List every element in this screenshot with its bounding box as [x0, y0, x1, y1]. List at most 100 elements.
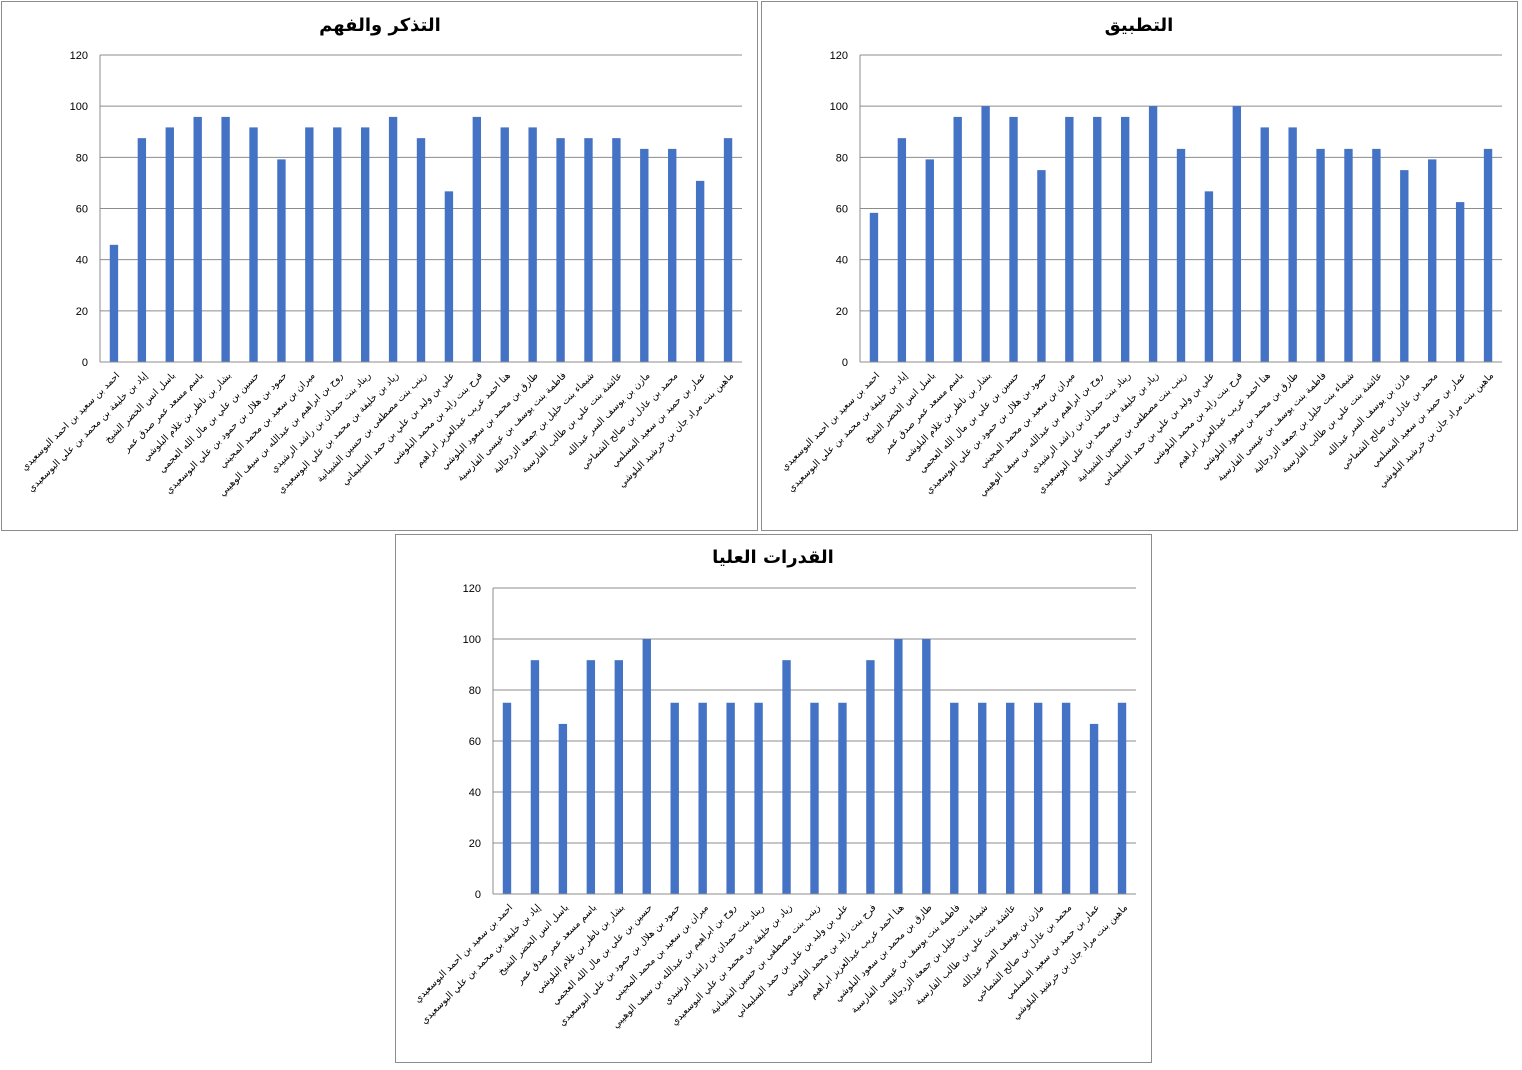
bar [642, 639, 651, 894]
bar [640, 148, 649, 362]
bar [416, 138, 426, 362]
chart-frame-remember-understand [1, 1, 758, 531]
bar [1009, 116, 1018, 362]
bar [869, 212, 879, 362]
bar [981, 106, 990, 363]
bar [1428, 159, 1437, 362]
x-tick-label: احمد بن سعيد بن احمد البوسعيدي [19, 370, 122, 473]
bar [109, 244, 119, 362]
bar [1006, 702, 1015, 894]
y-tick-label: 60 [76, 204, 88, 216]
bar [586, 660, 596, 894]
bar [1316, 148, 1325, 362]
bar [277, 159, 286, 362]
bar [584, 138, 593, 362]
bar [1093, 116, 1102, 362]
bar [444, 191, 454, 362]
bar-chart-1: التطبيق 0 20 40 60 80 100 120 احمد بن سعيد بن اح… [779, 15, 1502, 499]
y-tick-label: 100 [830, 101, 848, 113]
chart-title: التذكر والفهم [319, 15, 441, 36]
bar [530, 660, 540, 894]
x-tick-label: إياد بن خليفة بن محمد بن علي البوسعيدي [26, 370, 150, 494]
bar [670, 702, 679, 894]
chart-title: التطبيق [1105, 15, 1174, 36]
bar [1033, 702, 1043, 894]
bar [360, 127, 370, 362]
chart-frame-application [761, 1, 1518, 531]
bar [556, 138, 565, 362]
bar [695, 180, 705, 362]
bar [726, 702, 735, 894]
bar [388, 116, 398, 362]
bar [1260, 127, 1269, 362]
bar [897, 138, 907, 362]
y-tick-label: 40 [76, 255, 88, 267]
bar [221, 116, 230, 362]
y-tick-label: 80 [836, 152, 848, 164]
y-tick-label: 60 [836, 204, 848, 216]
bar [1344, 148, 1353, 362]
y-tick-label: 20 [76, 306, 88, 318]
bar [1232, 106, 1242, 363]
bar [950, 702, 959, 894]
bar [1065, 116, 1074, 362]
x-tick-label: احمد بن سعيد بن احمد البوسعيدي [779, 370, 882, 473]
bar [249, 127, 258, 362]
bar [1176, 148, 1186, 362]
bar [612, 138, 621, 362]
bar [137, 138, 147, 362]
bar [502, 702, 512, 894]
bar [894, 639, 903, 894]
bar [472, 116, 482, 362]
x-tick-label: إياد بن خليفة بن محمد بن علي البوسعيدي [786, 370, 910, 494]
bar [953, 116, 962, 362]
y-tick-label: 100 [70, 101, 88, 113]
bar [1061, 702, 1071, 894]
y-tick-label: 120 [463, 583, 481, 595]
bar-chart-2: القدرات العليا 0 20 40 60 80 100 120 احمد بن سعي… [412, 547, 1136, 1031]
chart-title: القدرات العليا [712, 547, 834, 568]
y-tick-label: 20 [836, 306, 848, 318]
y-tick-label: 120 [830, 50, 848, 62]
x-tick-label: احمد بن سعيد بن احمد البوسعيدي [412, 902, 515, 1005]
bar [1117, 702, 1127, 894]
bar [978, 702, 987, 894]
bar [1120, 116, 1130, 362]
y-tick-label: 40 [836, 255, 848, 267]
bar [1455, 202, 1465, 362]
bar [698, 702, 707, 894]
y-tick-label: 120 [70, 50, 88, 62]
y-tick-label: 40 [469, 787, 481, 799]
bar [1089, 723, 1099, 894]
bar [614, 660, 623, 894]
bar [305, 127, 314, 362]
bar [193, 116, 202, 362]
y-tick-label: 60 [469, 736, 481, 748]
bar [1483, 148, 1493, 362]
bar-chart-0: التذكر والفهم 0 20 40 60 80 100 120 احمد بن سعيد… [19, 15, 742, 499]
bar [922, 639, 931, 894]
bar [333, 127, 342, 362]
y-tick-label: 20 [469, 838, 481, 850]
y-tick-label: 0 [475, 889, 481, 901]
bar [754, 702, 763, 894]
y-tick-label: 80 [469, 685, 481, 697]
bar [810, 702, 819, 894]
bar [925, 159, 934, 362]
x-tick-label: إياد بن خليفة بن محمد بن علي البوسعيدي [419, 902, 543, 1026]
bar [1372, 148, 1381, 362]
bar [723, 138, 733, 362]
bar [528, 127, 537, 362]
bar [866, 660, 875, 894]
y-tick-label: 0 [82, 357, 88, 369]
bar [558, 723, 568, 894]
y-tick-label: 100 [463, 634, 481, 646]
bar [1288, 127, 1297, 362]
y-tick-label: 0 [842, 357, 848, 369]
bar [1400, 170, 1409, 362]
bar [668, 148, 677, 362]
bar [838, 702, 847, 894]
bar [1204, 191, 1214, 362]
chart-frame-higher-abilities [395, 534, 1152, 1063]
